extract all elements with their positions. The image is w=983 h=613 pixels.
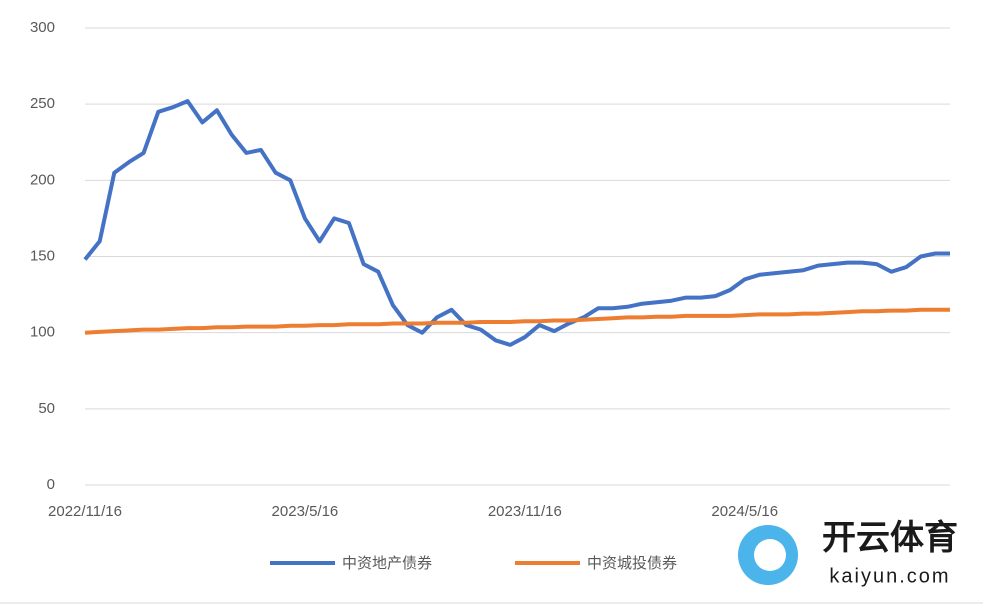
y-tick-label: 200	[30, 171, 55, 188]
y-tick-label: 300	[30, 19, 55, 36]
series-line	[83, 99, 950, 347]
x-tick-label: 2022/11/16	[48, 503, 122, 520]
y-tick-label: 250	[30, 95, 55, 112]
x-tick-label: 2023/11/16	[488, 503, 562, 520]
watermark-ball	[754, 539, 786, 571]
series-line	[84, 307, 950, 335]
watermark: 开云体育 kaiyun.com	[738, 519, 958, 587]
y-tick-label: 0	[47, 476, 55, 493]
x-tick-label: 2023/5/16	[272, 503, 339, 520]
legend-label: 中资城投债券	[587, 555, 677, 572]
legend-label: 中资地产债券	[342, 555, 432, 572]
y-tick-label: 150	[30, 247, 55, 264]
x-tick-label: 2024/5/16	[711, 503, 778, 520]
y-tick-label: 50	[38, 400, 55, 417]
y-tick-label: 100	[30, 324, 55, 341]
watermark-title: 开云体育	[822, 519, 958, 557]
watermark-url: kaiyun.com	[829, 565, 950, 587]
